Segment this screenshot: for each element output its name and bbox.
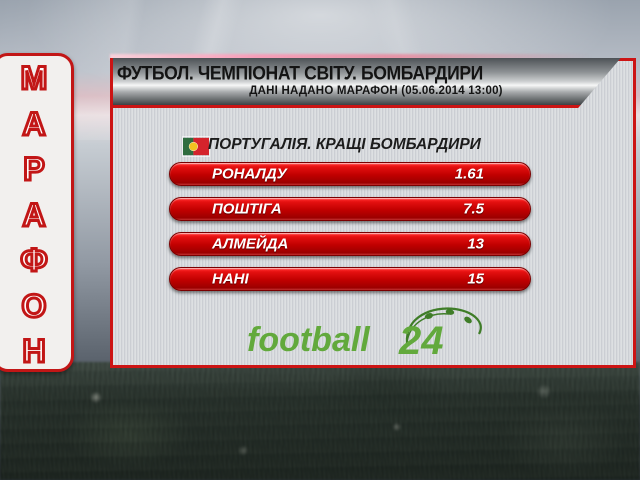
svg-text:24: 24: [398, 319, 444, 363]
svg-text:football: football: [247, 321, 371, 359]
